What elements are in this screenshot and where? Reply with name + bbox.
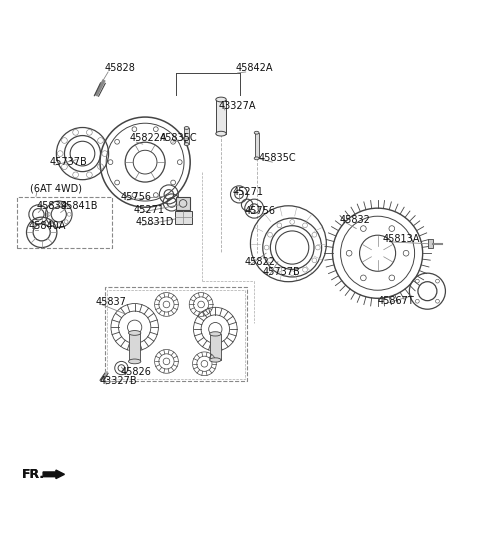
Ellipse shape: [129, 331, 141, 335]
Bar: [17, 197, 112, 248]
Text: 45737B: 45737B: [263, 267, 300, 277]
Text: 45756: 45756: [120, 192, 152, 202]
Bar: [184, 129, 189, 144]
Text: FR.: FR.: [22, 468, 45, 481]
Text: 43327B: 43327B: [100, 376, 138, 386]
Text: 45271: 45271: [134, 205, 165, 215]
Bar: [210, 334, 220, 360]
Text: 45737B: 45737B: [49, 157, 87, 167]
Text: 45828: 45828: [105, 63, 136, 73]
Text: 45842A: 45842A: [235, 63, 273, 73]
Text: 45839: 45839: [37, 201, 68, 211]
Text: 45867T: 45867T: [378, 296, 414, 306]
Ellipse shape: [254, 157, 259, 160]
Text: 45756: 45756: [245, 205, 276, 215]
Bar: [129, 333, 140, 362]
Text: 45813A: 45813A: [383, 234, 420, 244]
Text: 45835C: 45835C: [159, 134, 197, 144]
Text: 45837: 45837: [96, 297, 126, 307]
Text: 45822A: 45822A: [130, 134, 168, 144]
Text: 45826: 45826: [120, 367, 151, 377]
Text: 45841B: 45841B: [60, 201, 98, 211]
Text: 45822: 45822: [245, 257, 276, 267]
FancyArrow shape: [43, 470, 64, 479]
Ellipse shape: [210, 358, 221, 362]
Bar: [216, 99, 226, 134]
Text: 45831D: 45831D: [136, 217, 174, 227]
Text: 45832: 45832: [340, 215, 371, 225]
Bar: [107, 290, 245, 379]
Bar: [105, 288, 247, 381]
Ellipse shape: [129, 359, 141, 364]
Text: 45835C: 45835C: [259, 153, 297, 163]
Text: (6AT 4WD): (6AT 4WD): [30, 183, 82, 193]
Ellipse shape: [210, 332, 221, 336]
Bar: [255, 132, 259, 158]
Ellipse shape: [216, 97, 226, 102]
Text: FR.: FR.: [22, 468, 45, 481]
Bar: [176, 197, 190, 210]
Ellipse shape: [254, 131, 259, 134]
Bar: [428, 239, 432, 248]
Bar: [175, 210, 192, 224]
Text: 45840A: 45840A: [29, 221, 66, 231]
Text: 45271: 45271: [233, 187, 264, 197]
Ellipse shape: [184, 126, 189, 129]
Text: 43327A: 43327A: [219, 101, 256, 111]
Ellipse shape: [216, 131, 226, 136]
Ellipse shape: [184, 142, 189, 146]
